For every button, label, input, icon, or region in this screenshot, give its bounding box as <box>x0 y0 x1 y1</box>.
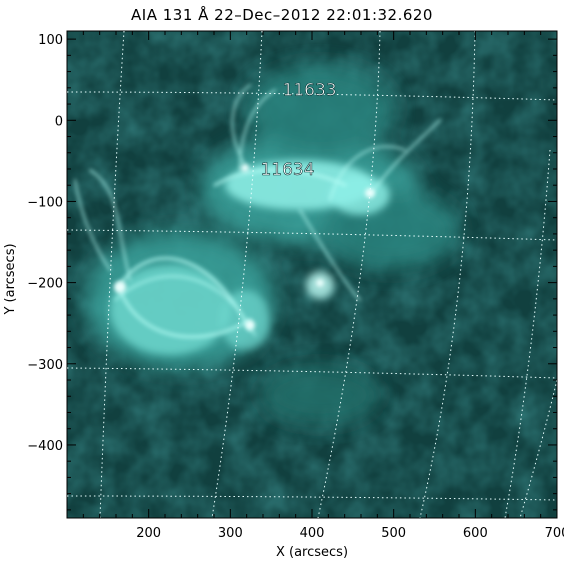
grid-limb-line <box>519 379 557 518</box>
active-region-label: 11633 <box>283 80 337 100</box>
grid-longitude-line <box>99 31 125 518</box>
y-tick-label: −200 <box>27 277 63 292</box>
grid-latitude-line <box>67 229 557 241</box>
grid-latitude-line <box>67 495 557 501</box>
y-tick-label: −100 <box>27 195 63 210</box>
active-region-label: 11634 <box>260 160 314 180</box>
grid-latitude-line <box>67 91 557 101</box>
x-tick-label: 400 <box>300 526 325 541</box>
y-tick-label: 100 <box>38 33 63 48</box>
image-title: AIA 131 Å 22–Dec–2012 22:01:32.620 <box>131 6 433 24</box>
x-tick-label: 200 <box>136 526 161 541</box>
x-tick-label: 300 <box>218 526 243 541</box>
x-axis-label: X (arcsecs) <box>276 545 348 560</box>
y-axis-label: Y (arcsecs) <box>3 243 18 315</box>
y-tick-label: 0 <box>55 114 63 129</box>
grid-longitude-line <box>211 31 263 518</box>
grid-longitude-line <box>504 149 551 518</box>
grid-latitude-line <box>67 367 557 379</box>
x-tick-label: 700 <box>545 526 564 541</box>
y-tick-labels: 100 0 −100 −200 −300 −400 <box>27 33 63 454</box>
x-tick-label: 500 <box>381 526 406 541</box>
y-tick-label: −400 <box>27 439 63 454</box>
active-region-labels: 11633 11634 <box>260 80 337 180</box>
axis-ticks <box>66 31 558 518</box>
y-tick-label: −300 <box>27 358 63 373</box>
grid-longitude-line <box>419 31 476 518</box>
heliographic-grid <box>67 31 557 518</box>
solar-image <box>67 31 557 518</box>
x-tick-label: 600 <box>463 526 488 541</box>
x-tick-labels: 200 300 400 500 600 700 <box>136 526 564 541</box>
